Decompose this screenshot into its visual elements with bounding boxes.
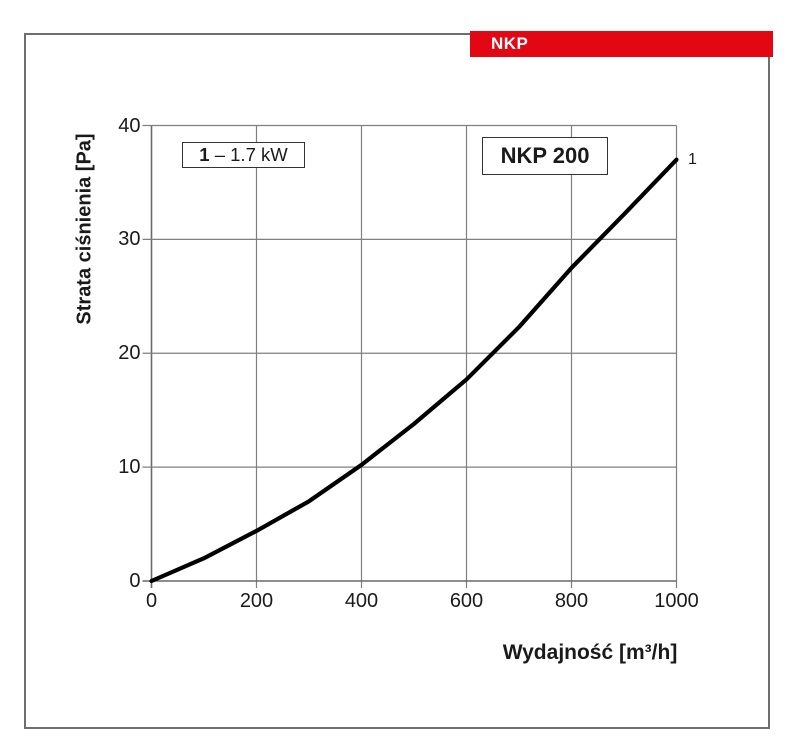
- chart-title-box: NKP 200: [482, 137, 608, 175]
- series-curve: [149, 157, 679, 584]
- x-tick-label: 600: [449, 590, 484, 612]
- y-tick-label: 40: [118, 114, 141, 137]
- legend-box: 1 – 1.7 kW: [182, 142, 305, 168]
- legend-series-label: – 1.7 kW: [209, 144, 288, 165]
- y-tick-label: 20: [118, 342, 141, 365]
- y-axis-title: Strata ciśnienia [Pa]: [73, 133, 96, 325]
- x-axis-title: Wydajność [m³/h]: [502, 641, 678, 664]
- chart-panel: [24, 33, 770, 729]
- x-tick-label: 1000: [654, 590, 699, 612]
- header-label: NKP: [491, 34, 529, 53]
- legend-series-id: 1: [199, 144, 210, 165]
- x-tick-label: 400: [344, 590, 379, 612]
- x-tick-label: 200: [239, 590, 274, 612]
- chart-title: NKP 200: [500, 143, 590, 168]
- y-tick-label: 10: [118, 456, 141, 479]
- curve-end-label: 1: [688, 151, 697, 168]
- y-tick-label: 0: [129, 570, 141, 592]
- x-tick-label: 0: [145, 590, 158, 612]
- header-bar: NKP: [470, 31, 773, 57]
- x-tick-label: 800: [554, 590, 589, 612]
- y-tick-label: 30: [118, 228, 141, 251]
